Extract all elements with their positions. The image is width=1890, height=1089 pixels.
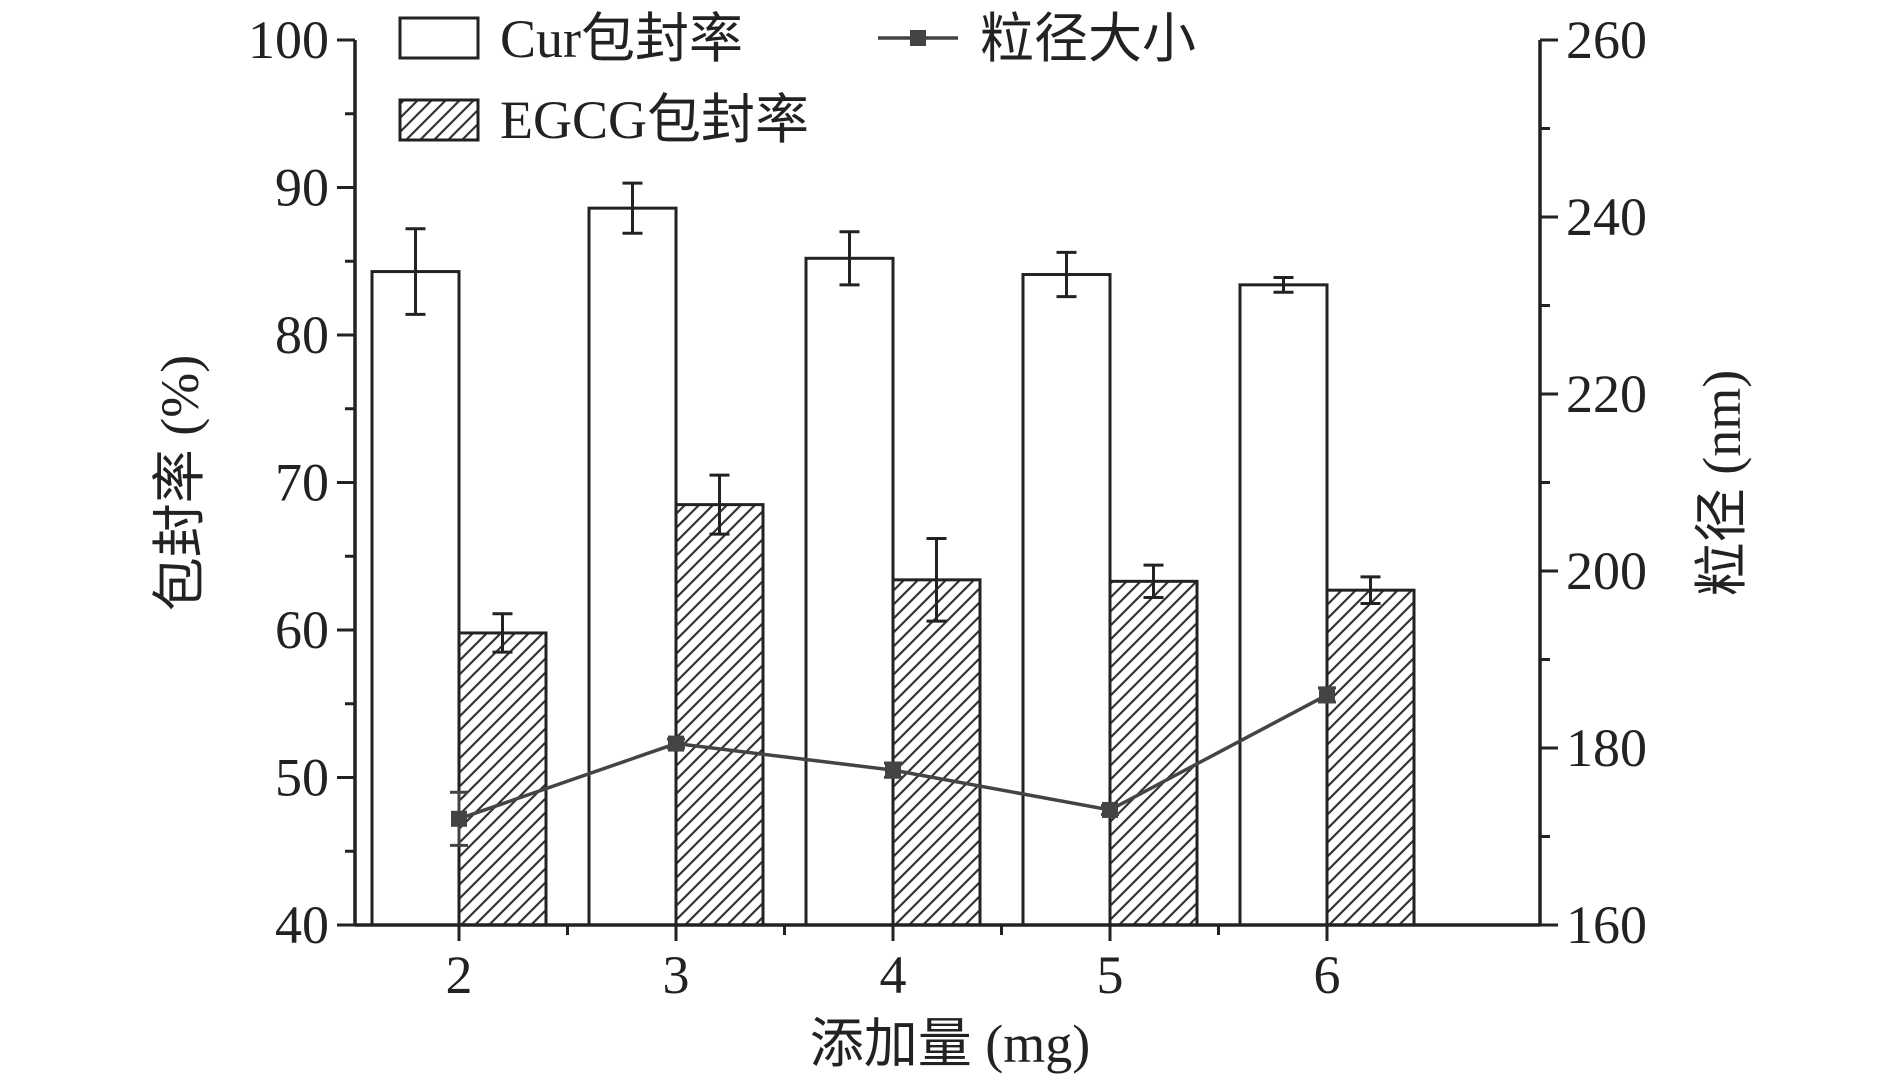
egcg-error-bar-6 [1360, 575, 1381, 605]
y2-tick-label: 220 [1566, 364, 1647, 424]
egcg-bar-3 [674, 503, 765, 927]
x-tick-label: 5 [1097, 945, 1124, 1005]
y-tick-label: 100 [248, 10, 329, 70]
particle-size-point-5 [1102, 801, 1118, 818]
cur-error-bar-4 [839, 230, 860, 287]
x-axis-title: 添加量 (mg) [810, 1014, 1090, 1074]
egcg-bar-4 [891, 578, 982, 927]
legend-swatch-cur [398, 16, 480, 60]
legend-item-egcg: EGCG包封率 [398, 90, 809, 150]
egcg-error-bar-5 [1143, 563, 1164, 600]
particle-size-point-2 [451, 810, 467, 827]
line-layer [450, 686, 1336, 847]
legend-label-egcg: EGCG包封率 [500, 90, 809, 150]
particle-size-point-3 [668, 735, 684, 752]
cur-bar-5 [1021, 273, 1112, 927]
y2-axis-title: 粒径 (nm) [1692, 370, 1752, 596]
y2-tick-label: 180 [1566, 718, 1647, 778]
egcg-bar-6 [1325, 588, 1416, 927]
y2-tick-label: 240 [1566, 187, 1647, 247]
legend-label-particle-size: 粒径大小 [980, 9, 1196, 69]
cur-error-bar-3 [622, 181, 643, 235]
y-tick-label: 40 [275, 895, 329, 955]
cur-bar-2 [370, 270, 461, 927]
y2-tick-label: 160 [1566, 895, 1647, 955]
y2-tick-label: 200 [1566, 541, 1647, 601]
legend-swatch-egcg [398, 98, 480, 142]
x-tick-label: 4 [880, 945, 907, 1005]
y-axis-title: 包封率 (%) [150, 355, 210, 611]
egcg-bar-2 [457, 631, 548, 927]
y-tick-label: 70 [275, 453, 329, 513]
x-tick-label: 3 [663, 945, 690, 1005]
egcg-error-bar-4 [926, 537, 947, 623]
legend-item-cur: Cur包封率 [398, 9, 743, 69]
y-tick-label: 90 [275, 158, 329, 218]
cur-error-bar-5 [1056, 250, 1077, 299]
egcg-error-bar-2 [492, 612, 513, 654]
y2-tick-label: 260 [1566, 10, 1647, 70]
particle-size-point-6 [1319, 686, 1335, 703]
axes-layer: 40 50 60 70 80 90 100 160 180 200 220 240 260 2 3 4 5 6 添加… [150, 10, 1752, 1074]
y-tick-label: 60 [275, 600, 329, 660]
legend-layer: Cur包封率 EGCG包封率 粒径大小 [398, 9, 1196, 150]
y-tick-label: 80 [275, 305, 329, 365]
legend-item-particle-size: 粒径大小 [878, 9, 1196, 69]
y-tick-label: 50 [275, 748, 329, 808]
particle-size-point-4 [885, 762, 901, 779]
cur-bar-4 [804, 256, 895, 927]
x-tick-label: 6 [1314, 945, 1341, 1005]
egcg-bar-5 [1108, 579, 1199, 927]
cur-error-bar-6 [1273, 275, 1294, 294]
legend-swatch-marker [910, 30, 926, 46]
cur-error-bar-2 [405, 227, 426, 316]
x-tick-label: 2 [446, 945, 473, 1005]
cur-bar-6 [1238, 283, 1329, 927]
egcg-error-bar-3 [709, 473, 730, 536]
cur-bar-3 [587, 206, 678, 927]
bars-layer [370, 181, 1416, 927]
legend-label-cur: Cur包封率 [500, 9, 743, 69]
